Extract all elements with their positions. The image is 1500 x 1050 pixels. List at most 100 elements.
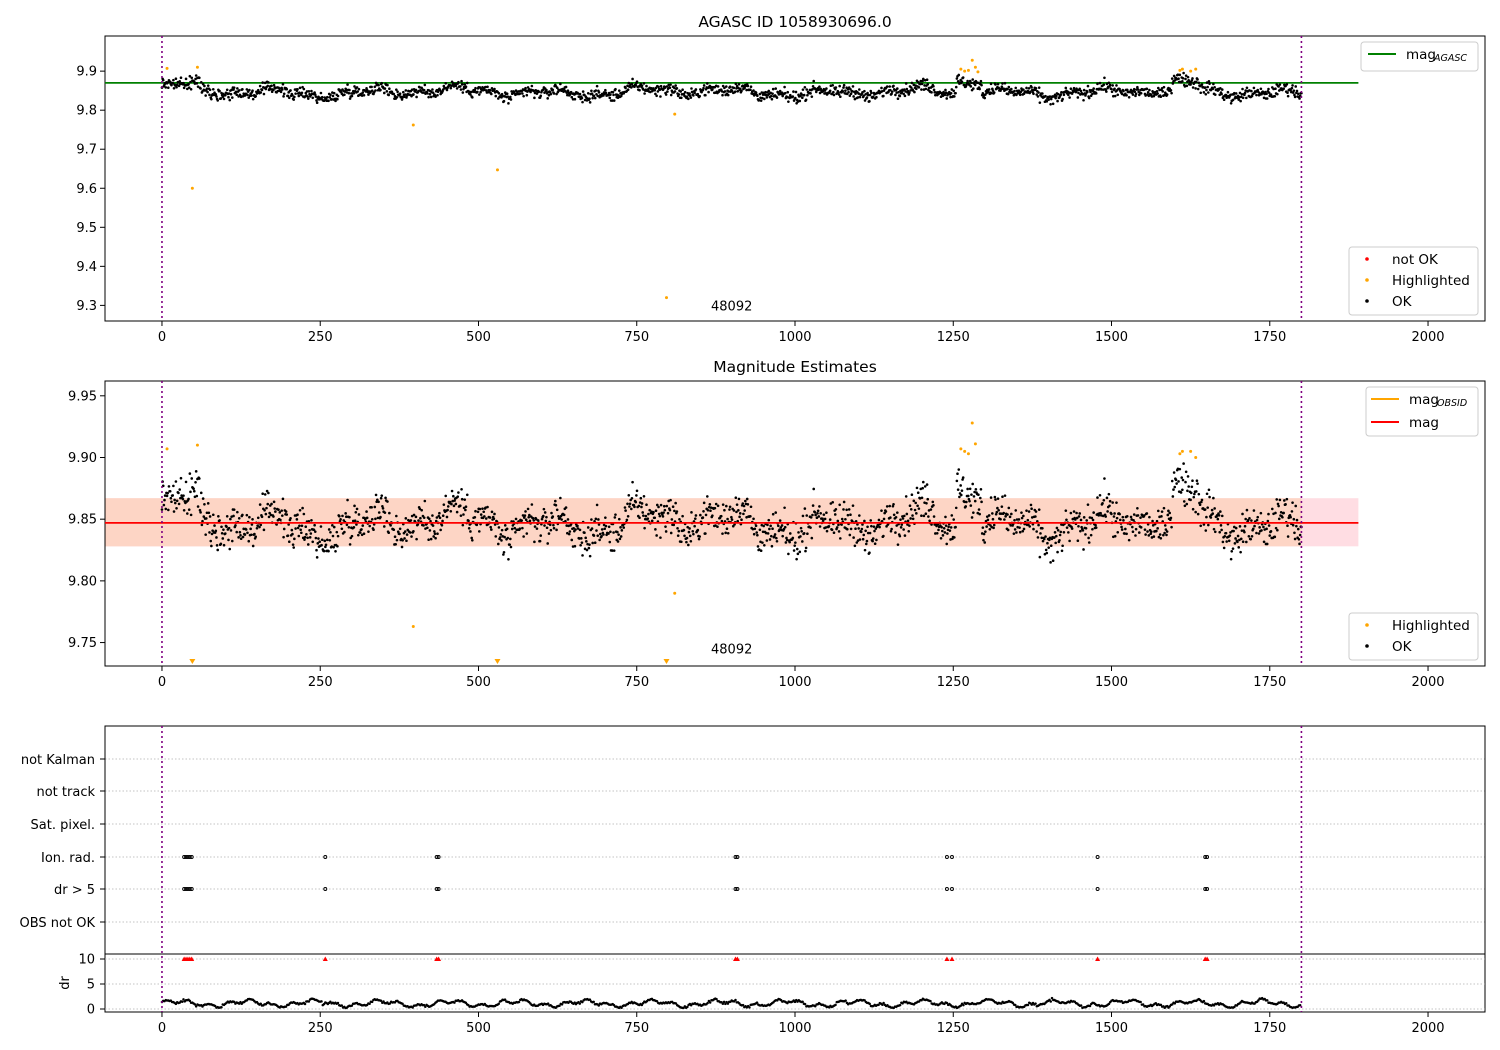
ok-point: [706, 508, 710, 512]
ok-point: [871, 95, 875, 99]
ok-point: [1132, 87, 1136, 91]
ok-point: [1098, 81, 1102, 85]
ok-point: [530, 84, 534, 88]
ok-point: [1018, 526, 1021, 529]
ok-point: [1274, 526, 1278, 530]
dr-point: [259, 1002, 262, 1006]
ok-point: [236, 510, 239, 514]
ok-point: [1238, 538, 1241, 542]
ok-point: [348, 88, 351, 92]
highlighted-point: [966, 68, 970, 72]
ok-point: [701, 516, 705, 519]
ok-point: [1249, 537, 1253, 541]
ok-point: [942, 526, 946, 530]
ok-point: [1125, 93, 1128, 97]
ok-point: [334, 549, 337, 553]
ok-point: [1077, 515, 1081, 518]
ok-point: [1159, 95, 1163, 99]
ok-point: [986, 518, 990, 522]
ok-point: [182, 494, 185, 497]
ok-point: [769, 524, 772, 528]
ok-point: [555, 508, 559, 512]
ok-point: [1229, 557, 1233, 561]
ok-point: [1082, 88, 1086, 92]
ok-point: [1001, 495, 1004, 498]
ok-point: [787, 552, 790, 556]
ok-point: [871, 537, 875, 540]
ok-point: [702, 501, 706, 505]
ok-point: [864, 93, 867, 96]
ok-point: [1241, 87, 1244, 91]
ok-point: [292, 546, 296, 549]
ok-point: [724, 531, 727, 535]
ok-point: [723, 86, 726, 90]
flag-point: [185, 887, 190, 891]
obsid-annotation: 48092: [711, 643, 752, 658]
ok-point: [973, 83, 977, 87]
ok-point: [1220, 528, 1223, 532]
ok-point: [1276, 502, 1280, 506]
ok-point: [925, 78, 929, 82]
y-tick-label: 9.95: [68, 389, 97, 404]
highlighted-point: [1189, 69, 1193, 73]
ok-point: [467, 519, 470, 523]
ok-point: [1238, 91, 1242, 95]
ok-point: [559, 496, 562, 500]
ok-point: [236, 87, 239, 90]
ok-point: [694, 88, 698, 91]
ok-point: [1216, 517, 1220, 521]
ok-point: [249, 527, 252, 531]
ok-point: [980, 83, 983, 87]
ok-point: [935, 531, 939, 535]
ok-point: [954, 506, 958, 510]
ok-point: [396, 530, 400, 534]
ok-point: [1259, 511, 1263, 515]
ok-point: [852, 95, 855, 98]
ok-point: [1205, 492, 1209, 496]
ok-point: [379, 496, 383, 500]
ok-point: [414, 515, 418, 519]
ok-point: [972, 87, 975, 90]
legend-label: Highlighted: [1392, 618, 1470, 634]
flag-point: [189, 887, 194, 891]
ok-point: [711, 514, 714, 517]
ok-point: [592, 534, 596, 537]
flag-point: [1095, 887, 1100, 891]
ok-point: [578, 528, 582, 532]
ok-point: [912, 499, 916, 503]
ok-point: [871, 539, 874, 543]
ok-point: [300, 531, 303, 535]
ok-point: [1108, 83, 1112, 87]
ok-point: [417, 519, 420, 522]
ok-point: [564, 519, 567, 523]
ok-point: [645, 84, 648, 88]
ok-point: [1002, 87, 1006, 91]
ok-point: [1000, 85, 1004, 88]
ok-point: [459, 88, 463, 91]
ok-point: [376, 498, 379, 502]
ok-point: [208, 531, 211, 534]
ok-point: [635, 80, 639, 83]
ok-point: [863, 548, 867, 552]
ok-point: [604, 516, 607, 519]
ok-point: [896, 511, 899, 514]
ok-point: [704, 93, 707, 97]
ok-point: [737, 509, 740, 512]
ok-point: [1224, 531, 1228, 535]
ok-point: [258, 84, 262, 88]
flag-point: [184, 855, 188, 859]
ok-point: [1172, 471, 1176, 474]
ok-point: [361, 91, 365, 94]
ok-point: [464, 505, 468, 509]
ok-point: [828, 518, 832, 521]
ok-point: [1252, 86, 1256, 90]
ok-point: [281, 82, 285, 86]
dr-point: [721, 1002, 725, 1005]
ok-point: [987, 514, 991, 517]
ok-point: [536, 519, 540, 522]
ok-point: [352, 91, 356, 95]
ok-point: [482, 510, 486, 514]
ok-point: [229, 517, 232, 521]
ok-point: [1262, 540, 1266, 544]
ok-point: [344, 512, 347, 515]
